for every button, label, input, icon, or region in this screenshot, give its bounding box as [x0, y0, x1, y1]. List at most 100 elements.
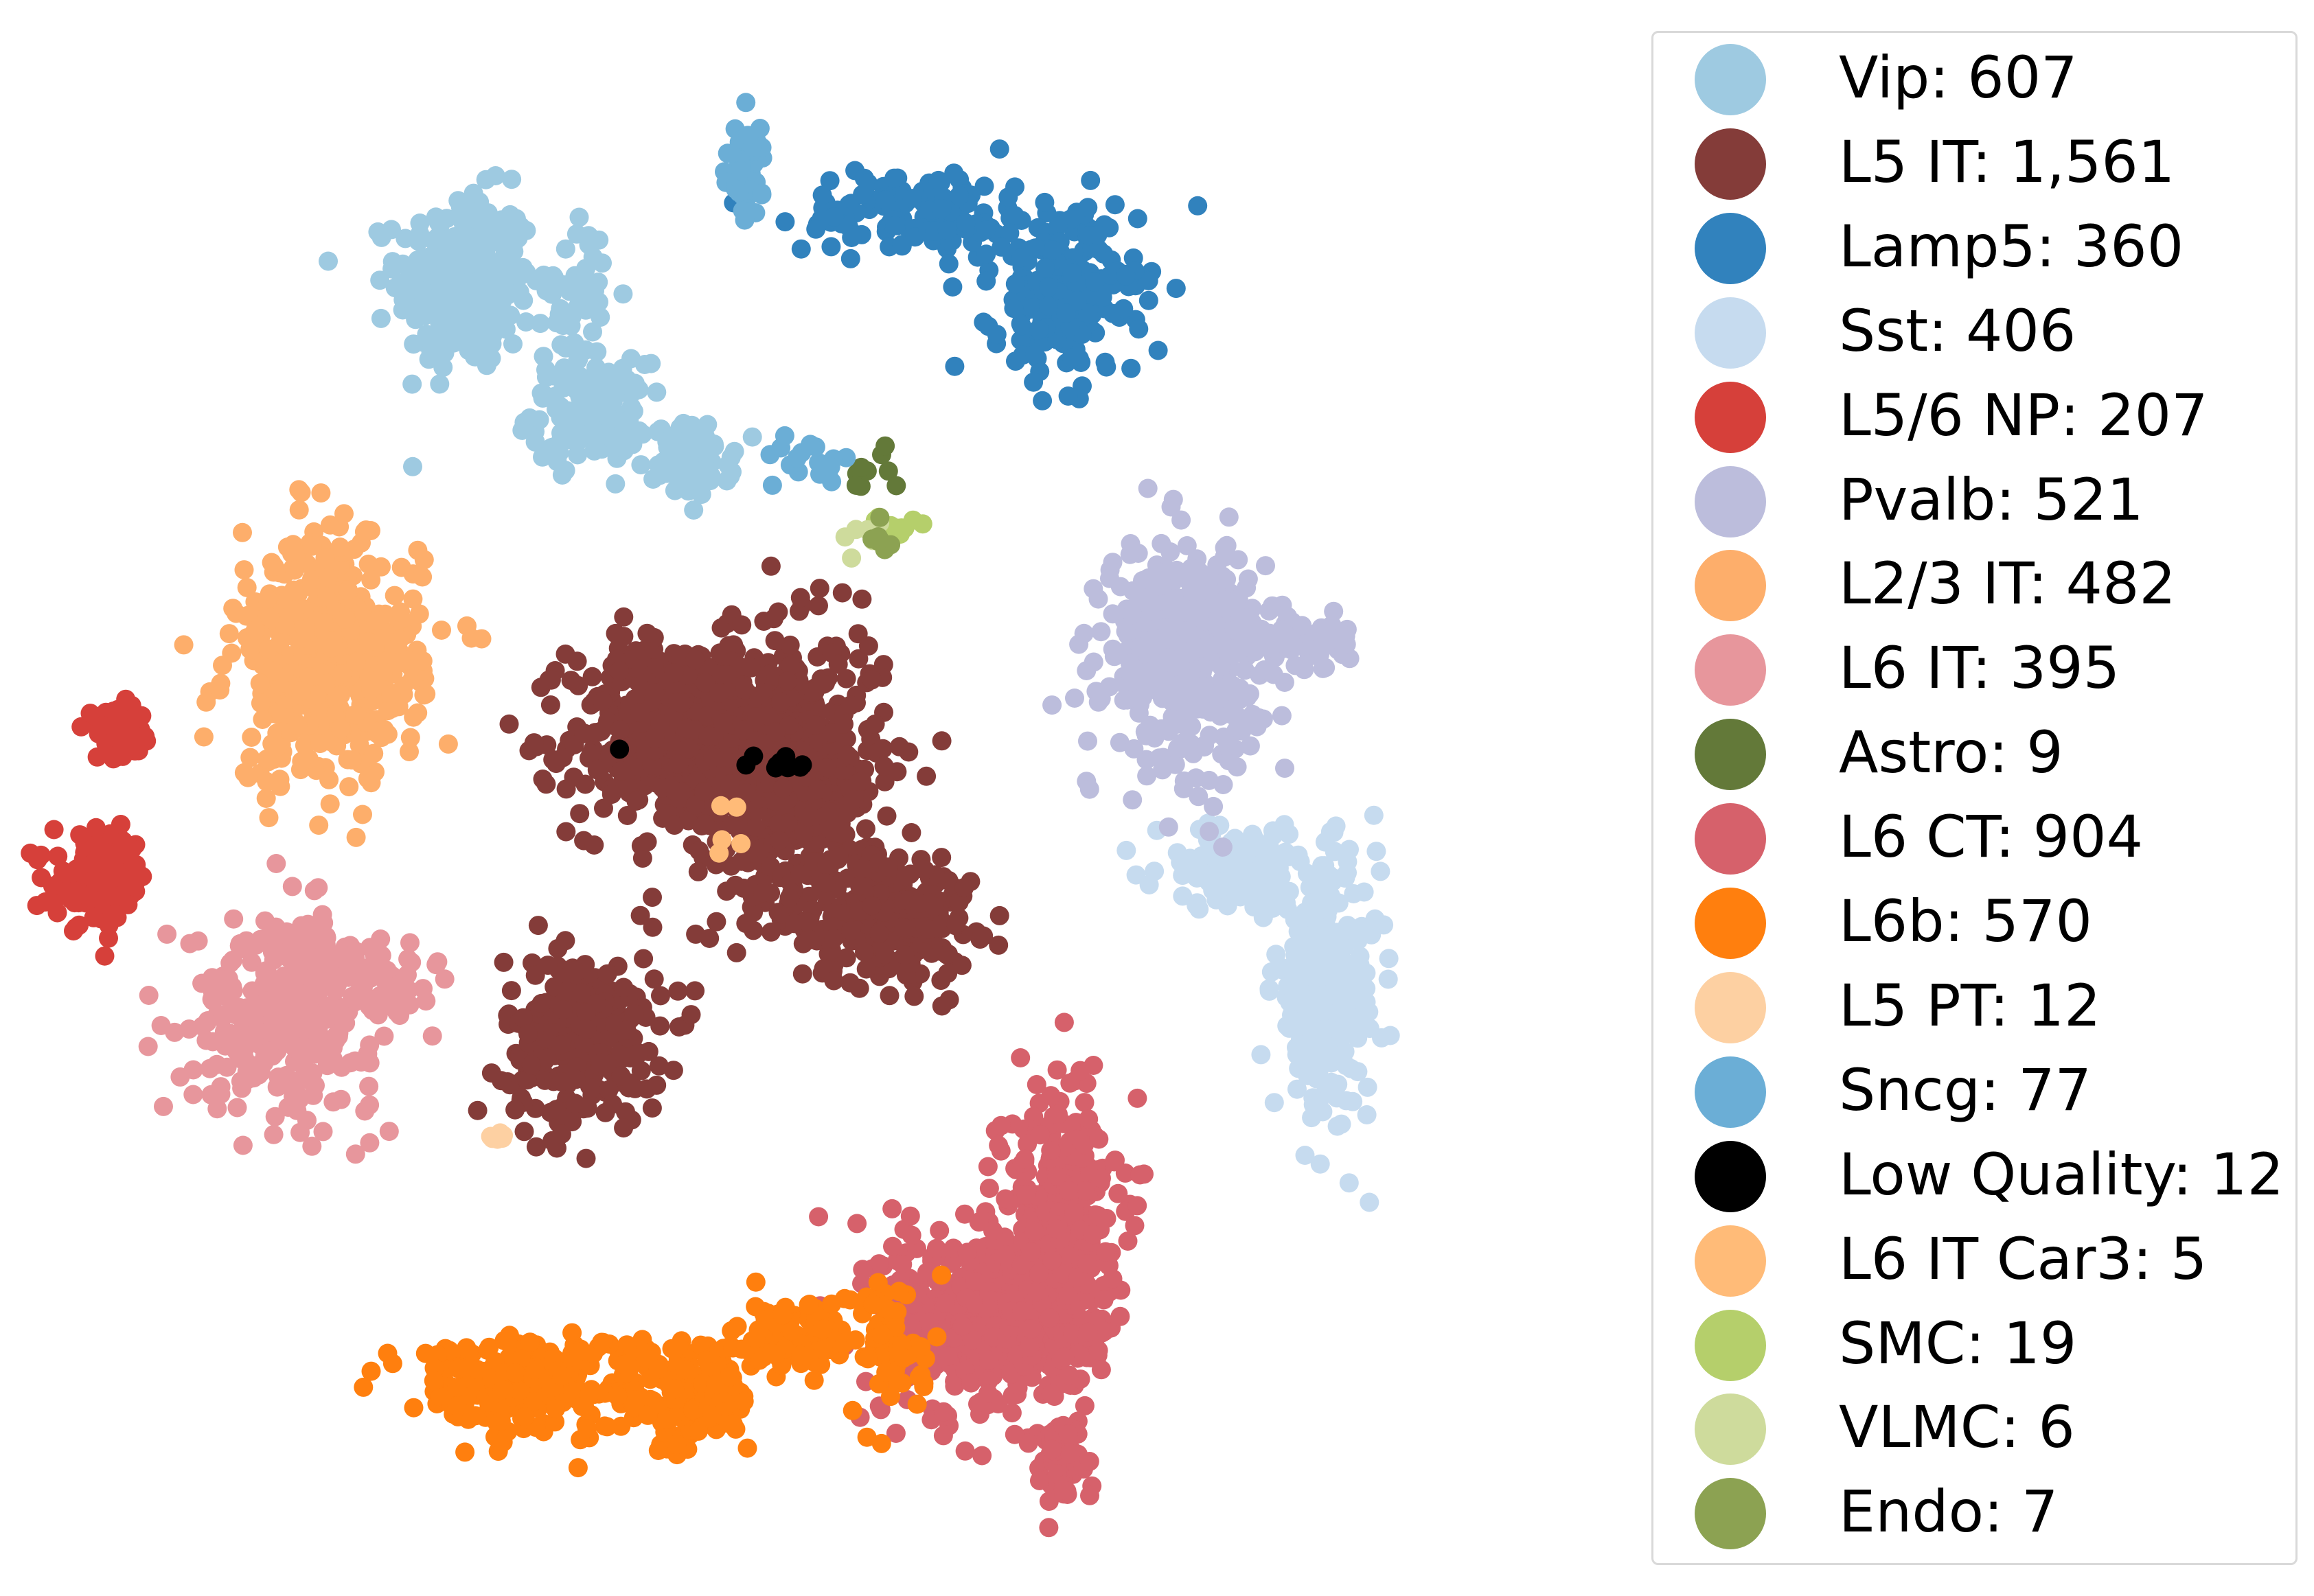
scatter-point — [611, 1066, 631, 1086]
scatter-point — [606, 623, 626, 643]
scatter-point — [761, 556, 781, 576]
scatter-point — [499, 714, 519, 734]
scatter-point — [645, 728, 665, 748]
scatter-point — [570, 804, 590, 824]
scatter-point — [932, 199, 952, 218]
scatter-point — [567, 651, 587, 671]
scatter-point — [1025, 345, 1045, 365]
scatter-point — [998, 187, 1018, 207]
scatter-point — [900, 1206, 920, 1226]
scatter-point — [938, 963, 958, 983]
scatter-point — [1261, 881, 1281, 901]
scatter-point — [1297, 864, 1317, 883]
scatter-point — [1366, 842, 1386, 861]
scatter-point — [874, 756, 894, 776]
scatter-point — [614, 607, 634, 627]
scatter-point — [477, 356, 496, 375]
scatter-point — [956, 213, 976, 233]
scatter-point — [379, 1122, 399, 1142]
scatter-point — [928, 170, 948, 190]
scatter-point — [404, 334, 424, 354]
scatter-point — [896, 867, 916, 887]
scatter-point — [884, 168, 904, 188]
scatter-point — [1378, 969, 1398, 989]
scatter-point — [616, 1102, 635, 1122]
scatter-point — [684, 500, 704, 520]
scatter-point — [736, 914, 756, 934]
scatter-point — [577, 1019, 597, 1039]
scatter-point — [53, 861, 73, 881]
scatter-point — [1216, 876, 1236, 896]
scatter-point — [841, 921, 861, 940]
scatter-point — [467, 273, 487, 292]
scatter-point — [1138, 478, 1158, 498]
scatter-point — [413, 567, 433, 587]
scatter-point — [113, 746, 133, 766]
scatter-point — [1292, 616, 1312, 636]
scatter-point — [853, 859, 873, 879]
scatter-point — [525, 965, 545, 985]
scatter-point — [632, 424, 652, 444]
scatter-point — [698, 415, 718, 435]
scatter-point — [1000, 223, 1020, 243]
scatter-plot — [21, 93, 1400, 1538]
scatter-point — [295, 1056, 314, 1076]
scatter-point — [521, 1055, 541, 1075]
scatter-point — [1078, 731, 1097, 751]
scatter-point — [817, 758, 837, 778]
scatter-point — [666, 781, 685, 801]
scatter-point — [317, 586, 337, 606]
scatter-point — [644, 969, 664, 989]
scatter-point — [621, 349, 641, 369]
scatter-point — [713, 713, 733, 732]
scatter-point — [889, 737, 909, 756]
scatter-point — [812, 185, 832, 205]
scatter-point — [1371, 861, 1390, 881]
scatter-point — [240, 639, 260, 659]
scatter-point — [227, 1098, 247, 1118]
scatter-point — [663, 1061, 683, 1080]
scatter-point — [346, 652, 366, 672]
scatter-point — [408, 540, 428, 560]
scatter-point — [665, 816, 685, 835]
scatter-point — [367, 610, 387, 630]
scatter-point — [1006, 351, 1025, 371]
scatter-point — [1138, 270, 1158, 290]
scatter-point — [577, 1098, 597, 1118]
scatter-point — [214, 1021, 234, 1041]
scatter-point — [409, 263, 429, 283]
scatter-point — [468, 1100, 488, 1120]
scatter-point — [1247, 625, 1267, 645]
scatter-point — [1137, 766, 1157, 786]
scatter-point — [645, 683, 665, 702]
scatter-point — [474, 303, 494, 323]
scatter-point — [678, 739, 698, 759]
scatter-point — [398, 650, 417, 670]
scatter-point — [402, 374, 422, 394]
scatter-point — [1327, 629, 1347, 649]
scatter-point — [555, 239, 575, 259]
scatter-point — [1356, 992, 1376, 1012]
scatter-point — [1167, 560, 1187, 580]
scatter-point — [416, 991, 436, 1011]
scatter-point — [382, 220, 401, 240]
scatter-point — [883, 1236, 902, 1256]
scatter-point — [584, 835, 604, 855]
scatter-point — [1182, 687, 1202, 707]
scatter-point — [791, 239, 811, 259]
scatter-point — [1287, 1045, 1307, 1065]
scatter-point — [1062, 263, 1082, 283]
scatter-point — [696, 673, 715, 693]
scatter-point — [561, 671, 581, 691]
scatter-point — [257, 991, 277, 1011]
scatter-point — [1035, 258, 1055, 278]
scatter-point — [373, 662, 393, 682]
scatter-point — [353, 805, 372, 824]
scatter-point — [722, 462, 742, 482]
scatter-point — [880, 986, 900, 1006]
scatter-point — [1303, 897, 1323, 916]
scatter-point — [463, 183, 483, 203]
scatter-point — [586, 358, 606, 378]
scatter-point — [537, 1048, 557, 1068]
scatter-point — [1074, 623, 1094, 643]
